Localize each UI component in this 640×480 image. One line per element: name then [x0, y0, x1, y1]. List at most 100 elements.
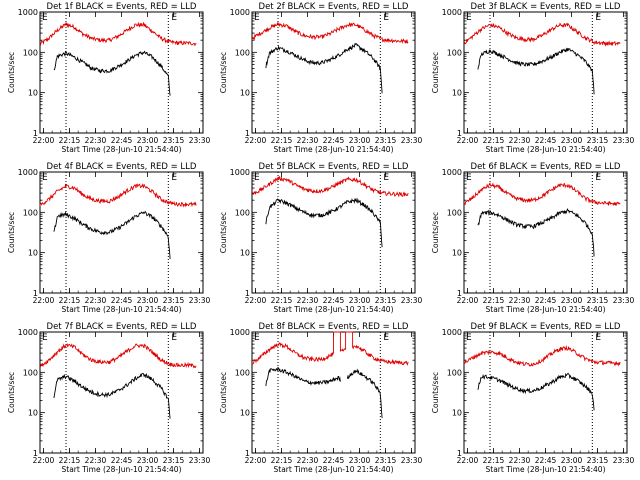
x-tick-label: 23:30 [189, 456, 211, 465]
lld-series-line [39, 343, 197, 369]
lld-series-line [463, 182, 621, 207]
lld-series-line [252, 175, 409, 198]
marker-label-end: E [171, 333, 177, 343]
y-tick-label: 1000 [230, 8, 250, 17]
x-tick-label: 22:45 [323, 296, 345, 305]
y-tick-label: 10 [240, 409, 250, 418]
y-tick-label: 1 [245, 449, 250, 458]
x-tick-label: 23:15 [375, 456, 397, 465]
y-tick-label: 100 [235, 48, 250, 57]
events-series-line [265, 197, 383, 248]
marker-label-start: E [254, 333, 260, 343]
y-tick-label: 1 [33, 289, 38, 298]
x-tick-label: 23:30 [401, 456, 423, 465]
marker-label-start: E [254, 13, 260, 23]
x-tick-label: 23:15 [587, 136, 609, 145]
panel-title: Det 1f BLACK = Events, RED = LLD [47, 2, 197, 12]
x-tick-label: 23:30 [613, 136, 635, 145]
y-tick-label: 10 [452, 409, 462, 418]
y-tick-label: 1 [33, 449, 38, 458]
x-tick-label: 22:30 [509, 136, 531, 145]
x-tick-label: 22:15 [271, 296, 293, 305]
y-tick-label: 100 [23, 48, 38, 57]
detector-panel-8: Det 8f BLACK = Events, RED = LLD 1 10 100 10… [219, 322, 423, 474]
panel-title: Det 2f BLACK = Events, RED = LLD [259, 2, 409, 12]
x-tick-label: 22:45 [111, 296, 133, 305]
y-tick-label: 10 [452, 89, 462, 98]
y-axis-label: Counts/sec [219, 52, 228, 93]
y-axis-label: Counts/sec [431, 212, 440, 253]
x-tick-label: 22:15 [59, 456, 81, 465]
x-axis-label: Start Time (28-Jun-10 21:54:40) [274, 465, 394, 474]
events-series-line [477, 372, 595, 411]
x-tick-label: 22:45 [111, 136, 133, 145]
events-series-line [53, 210, 171, 260]
y-axis-label: Counts/sec [431, 372, 440, 413]
lld-series-line [39, 21, 197, 47]
plot-frame [463, 11, 628, 134]
detector-panel-4: Det 4f BLACK = Events, RED = LLD 1 10 100 10… [7, 162, 211, 314]
y-tick-label: 1000 [230, 328, 250, 337]
y-tick-label: 1 [245, 289, 250, 298]
x-tick-label: 23:15 [587, 456, 609, 465]
lld-series-line [463, 344, 621, 367]
x-tick-label: 22:15 [59, 296, 81, 305]
x-tick-label: 23:00 [561, 136, 583, 145]
x-tick-label: 22:00 [33, 136, 55, 145]
x-axis-label: Start Time (28-Jun-10 21:54:40) [274, 145, 394, 154]
y-tick-label: 1000 [18, 168, 38, 177]
marker-label-start: E [42, 173, 48, 183]
y-tick-label: 100 [235, 368, 250, 377]
x-axis-label: Start Time (28-Jun-10 21:54:40) [62, 465, 182, 474]
x-tick-label: 22:30 [509, 456, 531, 465]
marker-label-end: E [595, 173, 601, 183]
x-tick-label: 23:00 [137, 456, 159, 465]
lld-series-line [39, 183, 197, 208]
y-tick-label: 1000 [442, 8, 462, 17]
panel-title: Det 8f BLACK = Events, RED = LLD [259, 322, 409, 332]
plot-frame [39, 11, 204, 134]
detector-panel-2: Det 2f BLACK = Events, RED = LLD 1 10 100 10… [219, 2, 423, 154]
x-tick-label: 22:00 [245, 296, 267, 305]
x-tick-label: 23:15 [163, 136, 185, 145]
x-tick-label: 22:00 [457, 456, 479, 465]
x-tick-label: 22:00 [245, 456, 267, 465]
x-tick-label: 23:00 [349, 296, 371, 305]
x-tick-label: 22:30 [297, 456, 319, 465]
y-tick-label: 100 [235, 208, 250, 217]
x-tick-label: 22:00 [245, 136, 267, 145]
x-tick-label: 23:30 [613, 296, 635, 305]
y-tick-label: 10 [240, 249, 250, 258]
x-axis-label: Start Time (28-Jun-10 21:54:40) [486, 305, 606, 314]
y-tick-label: 100 [23, 208, 38, 217]
y-tick-label: 1 [33, 129, 38, 138]
plot-frame [39, 331, 204, 454]
detector-panel-7: Det 7f BLACK = Events, RED = LLD 1 10 100 10… [7, 322, 211, 474]
y-tick-label: 100 [23, 368, 38, 377]
x-tick-label: 22:15 [483, 136, 505, 145]
marker-label-start: E [254, 173, 260, 183]
marker-label-end: E [383, 333, 389, 343]
lld-series-line [251, 331, 409, 366]
y-tick-label: 1 [245, 129, 250, 138]
x-tick-label: 23:15 [587, 296, 609, 305]
y-axis-label: Counts/sec [431, 52, 440, 93]
x-tick-label: 22:15 [483, 296, 505, 305]
marker-label-end: E [595, 333, 601, 343]
x-tick-label: 22:15 [271, 456, 293, 465]
x-tick-label: 23:00 [137, 296, 159, 305]
y-tick-label: 1 [457, 129, 462, 138]
lld-series-line [463, 22, 621, 47]
events-series-line [265, 42, 383, 94]
y-tick-label: 100 [447, 368, 462, 377]
y-axis-label: Counts/sec [219, 372, 228, 413]
y-axis-label: Counts/sec [219, 212, 228, 253]
x-tick-label: 22:30 [297, 296, 319, 305]
x-tick-label: 22:45 [535, 456, 557, 465]
x-tick-label: 23:00 [137, 136, 159, 145]
panel-title: Det 9f BLACK = Events, RED = LLD [471, 322, 621, 332]
y-tick-label: 1 [457, 449, 462, 458]
x-tick-label: 23:30 [189, 296, 211, 305]
panel-title: Det 3f BLACK = Events, RED = LLD [471, 2, 621, 12]
events-series-line [477, 47, 595, 95]
